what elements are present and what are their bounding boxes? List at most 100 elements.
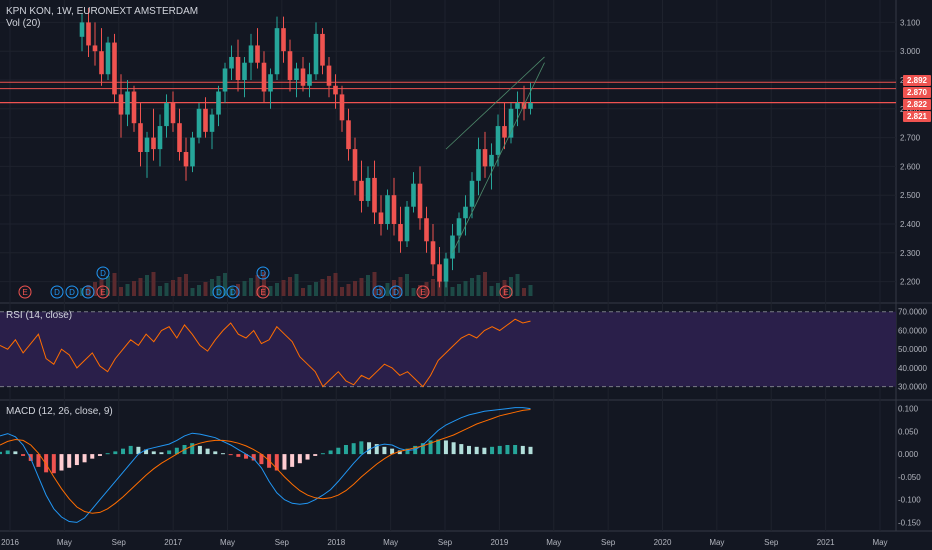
candle-body <box>424 218 429 242</box>
volume-bar <box>353 281 357 296</box>
macd-histogram-bar <box>359 441 364 455</box>
dividend-marker <box>212 285 226 299</box>
candle-body <box>391 195 397 224</box>
candle-body <box>411 183 416 207</box>
x-tick-label: May <box>383 538 398 547</box>
macd-tick-label: -0.050 <box>898 473 921 482</box>
candle-body <box>502 126 507 138</box>
macd-tick-label: 0.000 <box>898 450 919 459</box>
volume-bar <box>320 279 325 296</box>
macd-histogram-bar <box>28 454 33 461</box>
macd-histogram-bar <box>167 450 172 455</box>
volume-bar <box>418 285 422 296</box>
candle-body <box>183 152 189 167</box>
price-tick-label: 2.600 <box>900 162 921 171</box>
event-marker-label: E <box>22 288 27 297</box>
volume-bar <box>262 272 266 296</box>
dividend-marker <box>65 285 79 299</box>
price-tick-label: 3.000 <box>900 47 921 56</box>
macd-line <box>0 407 531 523</box>
candle-body <box>508 108 514 138</box>
macd-histogram-bar <box>343 445 348 455</box>
macd-histogram-bar <box>190 443 195 455</box>
macd-histogram-bar <box>21 454 26 456</box>
volume-bar <box>93 282 97 296</box>
volume-bar <box>171 280 175 296</box>
candle-body <box>255 45 260 63</box>
volume-bar <box>184 274 188 296</box>
x-tick-label: Sep <box>601 538 616 547</box>
candle-body <box>294 68 299 80</box>
macd-histogram-bar <box>459 444 464 455</box>
candle-body <box>222 68 228 92</box>
x-tick-label: 2020 <box>654 538 672 547</box>
volume-bar <box>470 278 474 296</box>
volume-bar <box>275 283 279 296</box>
x-tick-label: 2019 <box>490 538 508 547</box>
volume-bar <box>249 278 253 296</box>
macd-histogram-bar <box>274 454 279 471</box>
x-tick-label: May <box>872 538 887 547</box>
macd-histogram-bar <box>128 445 133 455</box>
candle-body <box>248 45 254 63</box>
volume-bar <box>392 280 396 296</box>
volume-bar <box>346 284 351 296</box>
candle-body <box>144 137 150 152</box>
earnings-marker <box>416 285 430 299</box>
macd-histogram-bar <box>105 453 110 455</box>
macd-histogram-bar <box>436 439 441 455</box>
volume-bar <box>288 277 292 296</box>
volume-bar <box>359 278 364 296</box>
x-tick-label: 2018 <box>327 538 345 547</box>
macd-histogram-bar <box>397 450 402 455</box>
volume-bar <box>340 287 344 296</box>
volume-label: Vol (20) <box>6 18 41 29</box>
candle-body <box>92 45 98 52</box>
price-badge-2: 2.870 <box>902 87 931 98</box>
candle-body <box>86 22 91 46</box>
candle-body <box>229 56 234 69</box>
event-marker-label: D <box>100 269 106 278</box>
x-tick-label: Sep <box>275 538 290 547</box>
volume-bar <box>106 276 110 296</box>
macd-histogram-bar <box>290 454 295 467</box>
candle-body <box>216 91 221 115</box>
candle-body <box>417 183 423 219</box>
candle-body <box>372 177 377 213</box>
volume-bar <box>190 288 195 296</box>
dividend-marker <box>372 285 386 299</box>
candle-body <box>482 149 488 167</box>
candle-body <box>112 42 117 95</box>
volume-bar <box>99 279 104 296</box>
candle-body <box>274 28 280 75</box>
macd-histogram-bar <box>305 454 310 460</box>
macd-histogram-bar <box>144 449 149 455</box>
volume-bar <box>132 281 136 296</box>
candle-body <box>456 218 462 236</box>
candle-body <box>235 56 241 80</box>
price-tick-label: 2.400 <box>900 220 921 229</box>
macd-histogram-bar <box>121 448 126 455</box>
candle-body <box>339 94 345 121</box>
macd-histogram-bar <box>528 446 533 455</box>
price-tick-label: 2.300 <box>900 249 921 258</box>
macd-histogram-bar <box>451 442 456 455</box>
rsi-tick-label: 60.0000 <box>898 326 927 335</box>
rsi-band <box>0 311 896 387</box>
dividend-marker <box>256 266 270 280</box>
macd-histogram-bar <box>136 446 141 455</box>
volume-bar <box>281 280 286 296</box>
macd-histogram-bar <box>251 454 256 461</box>
candle-body <box>131 91 137 124</box>
candle-body <box>261 62 267 92</box>
macd-histogram-bar <box>82 454 87 463</box>
dividend-marker <box>81 285 95 299</box>
dividend-marker <box>96 266 110 280</box>
volume-bar <box>119 287 123 296</box>
macd-histogram-bar <box>159 452 164 455</box>
rsi-tick-label: 30.0000 <box>898 383 927 392</box>
macd-histogram-bar <box>428 440 433 455</box>
volume-bar <box>515 274 520 296</box>
volume-bar <box>314 282 318 296</box>
